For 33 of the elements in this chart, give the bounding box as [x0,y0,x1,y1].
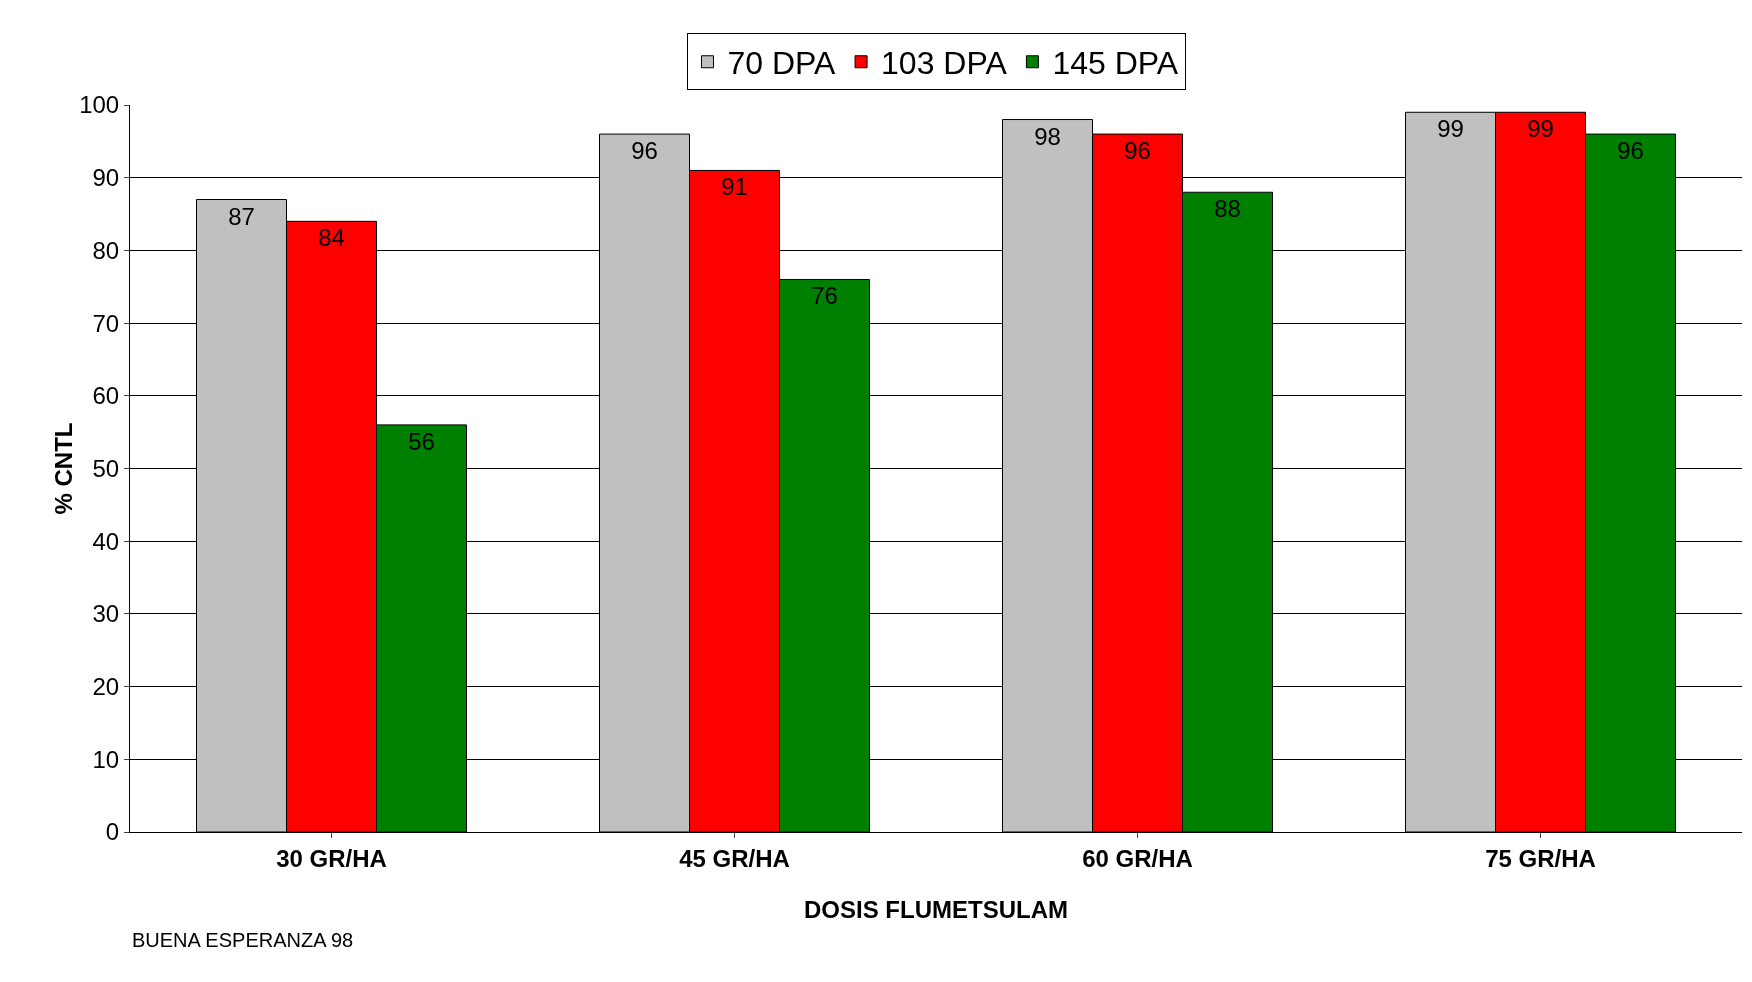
y-tick-label: 100 [79,91,120,119]
data-label: 56 [408,427,435,455]
data-label: 87 [228,202,255,230]
data-label: 98 [1034,122,1061,150]
text: BUENA ESPERANZA 98 [132,929,354,951]
data-label: 96 [1617,137,1644,165]
data-label: 76 [811,282,838,310]
legend-label: 103 DPA [881,45,1008,82]
data-label: 99 [1437,115,1464,143]
data-label: 88 [1214,195,1241,223]
x-tick-label: 45 GR/HA [679,844,790,872]
legend-label: 145 DPA [1052,45,1179,82]
y-tick-label: 90 [92,164,120,192]
y-axis-title: % CNTL [50,422,77,515]
x-axis-title: DOSIS FLUMETSULAM [804,896,1068,924]
y-tick-label: 60 [92,382,120,410]
x-tick-label: 60 GR/HA [1082,844,1193,872]
y-tick-label: 10 [92,745,120,773]
y-tick-label: 80 [92,236,120,264]
data-label: 96 [631,137,658,165]
data-label: 84 [318,224,345,252]
data-label: 99 [1527,115,1554,143]
y-tick-label: 40 [92,527,120,555]
legend-label: 70 DPA [727,45,837,82]
data-label: 91 [721,173,748,201]
y-tick-label: 0 [105,818,120,846]
x-tick-label: 75 GR/HA [1485,844,1596,872]
y-tick-label: 50 [92,454,120,482]
y-tick-label: 70 [92,309,120,337]
x-tick-label: 30 GR/HA [276,844,387,872]
data-label: 96 [1124,137,1151,165]
y-tick-label: 20 [92,673,120,700]
y-tick-label: 30 [92,600,120,628]
